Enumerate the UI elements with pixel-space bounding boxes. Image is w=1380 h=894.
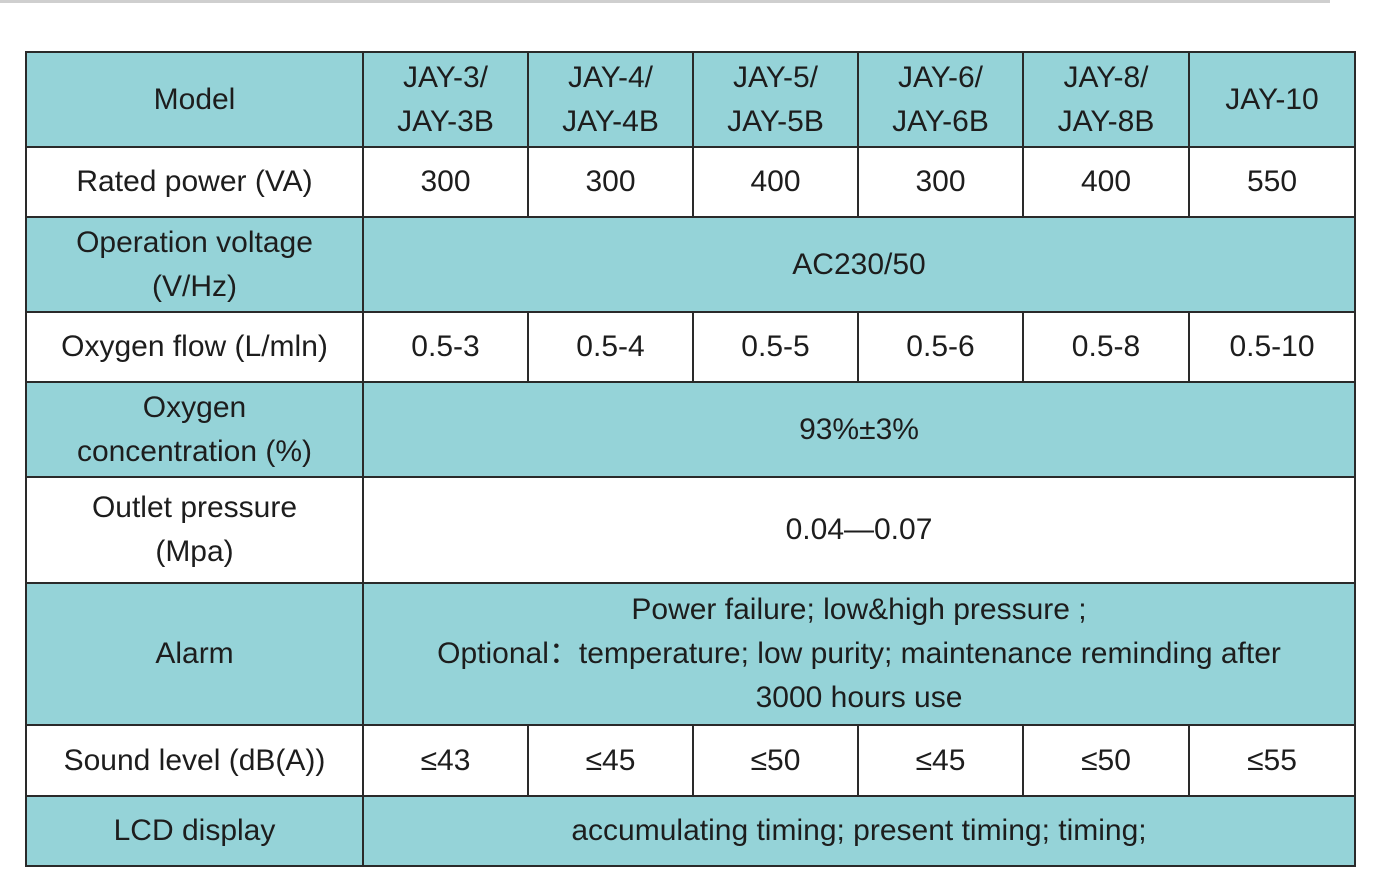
- row-operation-voltage: Operation voltage (V/Hz) AC230/50: [25, 216, 1356, 313]
- value-outlet-pressure: 0.04—0.07: [362, 476, 1356, 584]
- label-line: Operation voltage: [76, 225, 313, 259]
- alarm-line: Power failure; low&high pressure ;: [631, 593, 1087, 626]
- model-line: JAY-8/: [1063, 60, 1149, 94]
- model-line: JAY-6/: [897, 60, 984, 94]
- label-rated-power: Rated power (VA): [25, 146, 364, 218]
- label-oxygen-flow: Oxygen flow (L/mln): [25, 311, 364, 383]
- model-cell: JAY-6/ JAY-6B: [857, 51, 1024, 148]
- value-cell: 0.5-10: [1188, 311, 1356, 383]
- model-line: JAY-6B: [892, 104, 989, 138]
- row-rated-power: Rated power (VA) 300 300 400 300 400 550: [25, 146, 1356, 218]
- model-line: JAY-5B: [727, 104, 824, 138]
- label-model: Model: [25, 51, 364, 148]
- label-line: Oxygen: [142, 390, 247, 424]
- value-cell: ≤55: [1188, 724, 1356, 797]
- value-cell: ≤50: [692, 724, 859, 797]
- value-operation-voltage: AC230/50: [362, 216, 1356, 313]
- value-cell: ≤45: [857, 724, 1024, 797]
- value-cell: 300: [527, 146, 694, 218]
- model-line: JAY-3B: [397, 104, 494, 138]
- model-cell: JAY-10: [1188, 51, 1356, 148]
- row-lcd-display: LCD display accumulating timing; present…: [25, 795, 1356, 867]
- model-line: JAY-10: [1225, 82, 1319, 116]
- label-lcd-display: LCD display: [25, 795, 364, 867]
- value-cell: ≤50: [1022, 724, 1190, 797]
- label-line: concentration (%): [76, 434, 313, 468]
- row-outlet-pressure: Outlet pressure (Mpa) 0.04—0.07: [25, 476, 1356, 584]
- model-line: JAY-8B: [1057, 104, 1155, 138]
- alarm-line: Optional：temperature; low purity; mainte…: [437, 637, 1281, 670]
- model-line: JAY-5/: [732, 60, 819, 94]
- model-cell: JAY-3/ JAY-3B: [362, 51, 529, 148]
- model-cell: JAY-8/ JAY-8B: [1022, 51, 1190, 148]
- label-oxygen-concentration: Oxygen concentration (%): [25, 381, 364, 478]
- value-oxygen-concentration: 93%±3%: [362, 381, 1356, 478]
- value-cell: 0.5-6: [857, 311, 1024, 383]
- value-cell: ≤45: [527, 724, 694, 797]
- value-cell: 0.5-8: [1022, 311, 1190, 383]
- label-line: (Mpa): [155, 535, 234, 568]
- value-cell: 0.5-3: [362, 311, 529, 383]
- row-model: Model JAY-3/ JAY-3B JAY-4/ JAY-4B JAY-5/…: [25, 51, 1356, 148]
- label-alarm: Alarm: [25, 582, 364, 726]
- model-cell: JAY-5/ JAY-5B: [692, 51, 859, 148]
- row-oxygen-flow: Oxygen flow (L/mln) 0.5-3 0.5-4 0.5-5 0.…: [25, 311, 1356, 383]
- label-line: (V/Hz): [152, 269, 237, 303]
- value-cell: ≤43: [362, 724, 529, 797]
- value-cell: 300: [857, 146, 1024, 218]
- row-oxygen-concentration: Oxygen concentration (%) 93%±3%: [25, 381, 1356, 478]
- value-cell: 550: [1188, 146, 1356, 218]
- top-divider: [0, 0, 1330, 3]
- row-sound-level: Sound level (dB(A)) ≤43 ≤45 ≤50 ≤45 ≤50 …: [25, 724, 1356, 797]
- model-line: JAY-4B: [562, 104, 659, 138]
- value-cell: 400: [692, 146, 859, 218]
- label-outlet-pressure: Outlet pressure (Mpa): [25, 476, 364, 584]
- value-cell: 0.5-4: [527, 311, 694, 383]
- label-operation-voltage: Operation voltage (V/Hz): [25, 216, 364, 313]
- spec-table: Model JAY-3/ JAY-3B JAY-4/ JAY-4B JAY-5/…: [25, 51, 1356, 867]
- row-alarm: Alarm Power failure; low&high pressure ;…: [25, 582, 1356, 726]
- value-cell: 300: [362, 146, 529, 218]
- value-cell: 0.5-5: [692, 311, 859, 383]
- alarm-line: 3000 hours use: [755, 681, 963, 714]
- label-sound-level: Sound level (dB(A)): [25, 724, 364, 797]
- model-line: JAY-3/: [402, 60, 489, 94]
- value-lcd-display: accumulating timing; present timing; tim…: [362, 795, 1356, 867]
- value-alarm: Power failure; low&high pressure ; Optio…: [362, 582, 1356, 726]
- value-cell: 400: [1022, 146, 1190, 218]
- model-line: JAY-4/: [567, 60, 654, 94]
- label-line: Outlet pressure: [91, 491, 298, 524]
- model-cell: JAY-4/ JAY-4B: [527, 51, 694, 148]
